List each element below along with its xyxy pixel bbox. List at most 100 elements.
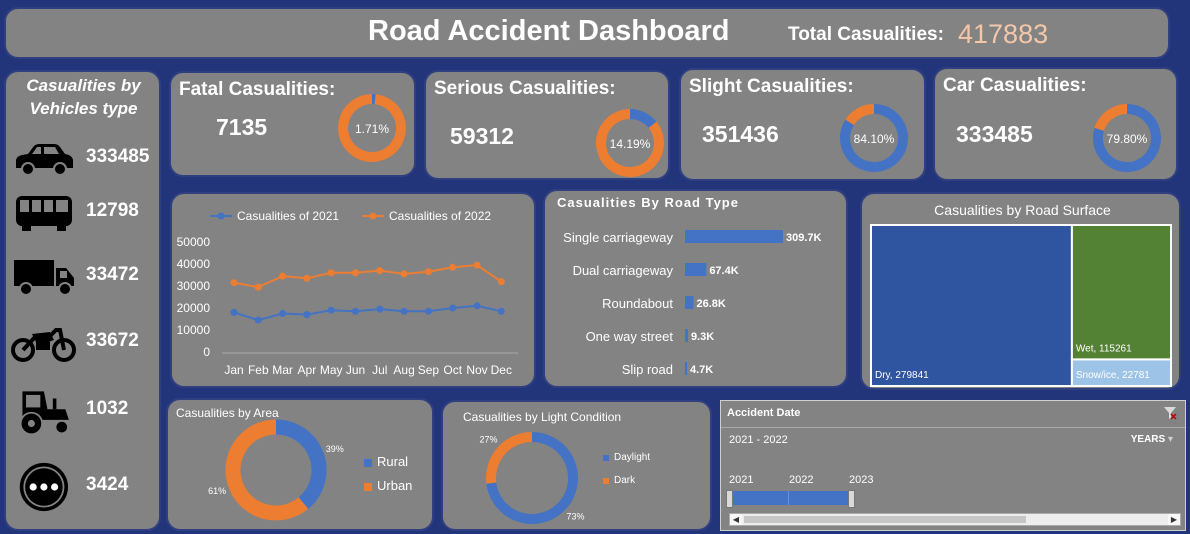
treemap-cell [1070,224,1172,361]
donut-slice [225,419,309,521]
y-tick-label: 10000 [177,323,211,337]
vehicle-row-other: 3424 [6,462,161,514]
kpi-share-arc [1093,104,1161,172]
kpi-share-arc [840,104,908,172]
legend-label: Daylight [614,452,650,463]
data-point [473,302,481,310]
road-type-bar [685,329,688,342]
x-tick-label: Aug [393,363,414,377]
data-point [400,270,408,278]
timeline-year-2021[interactable]: 2021 [729,474,754,486]
kpi-fatal-donut: 1.71% [338,94,406,162]
data-point [424,268,432,276]
timeline-title: Accident Date [727,407,801,419]
x-tick-label: Nov [466,363,487,377]
kpi-serious-value: 59312 [450,123,514,149]
total-casualities-value: 417883 [958,19,1049,49]
y-tick-label: 0 [203,345,210,359]
legend-swatch [364,483,372,491]
kpi-car-value: 333485 [956,121,1033,147]
truck-icon [14,260,74,296]
kpi-remainder-arc [845,104,875,126]
legend-label: Casualities of 2021 [237,209,339,223]
kpi-percent-label: 1.71% [355,122,389,136]
legend-swatch [364,459,372,467]
data-point [279,272,287,280]
area-donut-chart: 39% 61% Rural Urban [208,419,412,521]
road-type-bar [685,296,694,309]
road-type-chart-panel: Casualities By Road Type Single carriage… [543,189,848,388]
timeline-scroll-thumb[interactable] [744,516,1026,523]
category-label: Dual carriageway [573,263,674,278]
kpi-remainder-arc [596,109,664,177]
x-tick-label: Jul [372,363,387,377]
vehicle-row-tractor: 1032 [6,386,161,438]
truck-casualities-value: 33472 [86,264,139,285]
x-tick-label: Feb [248,363,269,377]
x-tick-label: Apr [298,363,317,377]
x-tick-label: Dec [491,363,512,377]
total-casualities-label: Total Casualities: [788,24,944,45]
category-label: Slip road [622,362,673,377]
vehicle-row-motorcycle: 33672 [6,318,161,370]
percent-label: 73% [566,511,584,521]
data-point [400,307,408,315]
data-point [473,261,481,269]
data-point [303,274,311,282]
timeline-start-handle[interactable] [726,490,733,508]
scroll-left-icon[interactable]: ◀ [730,514,742,525]
percent-label: 27% [479,435,497,445]
timeline-period-divider [788,491,789,505]
category-label: Single carriageway [563,230,673,245]
timeline-year-2022[interactable]: 2022 [789,474,814,486]
clear-filter-icon[interactable] [1163,406,1177,420]
car-icon [16,144,73,176]
data-point [230,279,238,287]
donut-slice [486,432,533,484]
vehicles-panel: Casualities by Vehicles type 333485 1279… [4,70,161,531]
timeline-level-dropdown[interactable]: YEARS ▾ [1131,434,1173,445]
kpi-share-arc [629,109,657,129]
x-tick-label: Jan [224,363,243,377]
bar-value-label: 9.3K [691,331,714,343]
data-point [327,306,335,314]
vehicles-title-line1: Casualities by [26,76,141,95]
data-point [352,269,359,277]
more-icon [19,462,68,512]
light-chart-panel: Casualities by Light Condition 73% 27% Day… [441,400,712,531]
treemap-cell [1070,358,1172,387]
x-tick-label: Mar [272,363,293,377]
timeline-year-2023[interactable]: 2023 [849,474,874,486]
data-point [254,316,262,324]
monthly-line-chart-panel: 0 10000 20000 30000 40000 50000 Jan Feb Mar Apr Ma… [170,192,536,388]
kpi-car-label: Car Casualities: [943,75,1087,96]
dashboard-title: Road Accident Dashboard [368,15,730,47]
data-point [497,307,505,315]
treemap-label: Wet, 115261 [1076,343,1132,354]
tractor-icon [19,391,69,436]
road-type-bar [685,263,707,276]
kpi-fatal-value: 7135 [216,114,268,140]
y-tick-label: 30000 [177,279,211,293]
kpi-slight-value: 351436 [702,121,779,147]
timeline-scrollbar[interactable]: ◀ ▶ [729,513,1181,526]
data-point [230,308,238,316]
light-donut-chart: 73% 27% Daylight Dark [479,432,650,524]
legend-label: Casualities of 2022 [389,209,491,223]
chevron-down-icon: ▾ [1167,434,1173,445]
scroll-right-icon[interactable]: ▶ [1168,514,1180,525]
data-point [424,307,432,315]
timeline-end-handle[interactable] [848,490,855,508]
data-point [449,263,457,271]
category-label: Roundabout [602,296,673,311]
vehicle-row-bus: 12798 [6,188,161,240]
timeline-selection-bar[interactable] [729,491,851,505]
kpi-fatal-label: Fatal Casualities: [179,79,336,100]
car-casualities-value: 333485 [86,146,150,167]
kpi-card-fatal: Fatal Casualities: 7135 1.71% [169,71,416,177]
y-tick-label: 50000 [177,235,211,249]
accident-date-timeline[interactable]: Accident Date 2021 - 2022 YEARS ▾ 2021 2… [720,400,1186,531]
x-tick-label: Sep [418,363,440,377]
bar-value-label: 26.8K [696,298,725,310]
light-chart-title: Casualities by Light Condition [463,410,622,424]
